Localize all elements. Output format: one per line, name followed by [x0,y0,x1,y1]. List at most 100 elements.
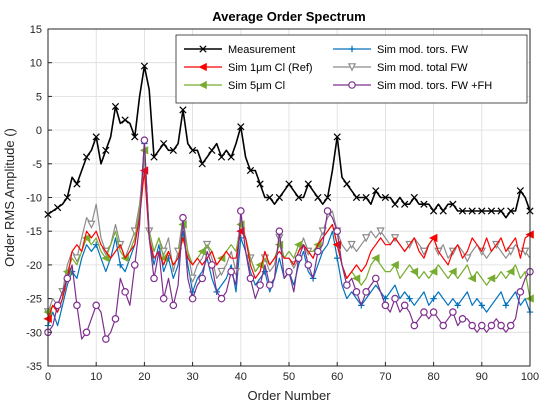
data-point [420,308,428,316]
data-point [198,160,206,168]
x-tick-label: 40 [235,371,247,383]
data-point [478,207,486,215]
data-point [197,247,207,256]
data-point [487,207,496,215]
data-point [72,254,82,263]
data-point [130,261,139,269]
x-tick-label: 60 [331,371,343,383]
data-point [92,133,100,141]
data-point [410,321,419,330]
data-point [169,146,177,154]
data-point [409,267,419,276]
data-point [111,315,120,323]
data-point [140,62,149,70]
data-point [73,180,81,188]
x-tick-label: 80 [427,371,439,383]
data-point [477,321,486,330]
data-point [516,187,524,195]
data-point [468,321,476,330]
data-point [150,274,158,283]
y-tick-label: 10 [30,58,42,70]
data-point [265,281,274,289]
axis-ticks: 0 10 20 30 40 50 60 70 80 90 100-35-30-25-20-15-10… [26,24,539,383]
chart-title: Average Order Spectrum [212,9,365,24]
data-point [208,261,216,269]
data-point [401,200,409,208]
legend-marker [198,62,207,72]
data-point [410,193,418,202]
data-point [454,302,461,309]
legend-label: Sim mod. tors. FW [377,44,469,56]
data-point [227,267,235,276]
data-point [449,200,457,208]
legend-marker [347,63,357,72]
y-tick-label: 15 [30,24,42,36]
data-point [362,193,370,202]
data-point [188,274,197,283]
data-point [351,274,361,283]
data-point [160,139,168,148]
series-0 [44,62,534,219]
legend-entry: Measurement [184,44,295,56]
x-tick-label: 70 [379,371,391,383]
data-point [73,301,81,310]
data-point [458,207,467,215]
data-point [131,133,139,141]
x-tick-label: 20 [138,371,150,383]
data-point [285,267,293,276]
data-point [323,207,332,215]
data-point [121,116,129,124]
data-point [381,193,390,202]
legend: Measurement Sim 1μm Cl (Ref) Sim 5μm Cl Sim… [175,34,528,104]
data-point [391,200,399,208]
data-point [92,301,101,310]
data-point [362,288,370,296]
data-point [448,267,457,276]
data-point [140,136,149,145]
data-point [53,301,62,310]
data-point [439,321,448,330]
legend-label: Sim mod. total FW [377,62,468,74]
legend-label: Sim mod. tors. FW +FH [377,80,492,92]
x-tick-label: 0 [45,371,51,383]
legend-entry: Sim 1μm Cl (Ref) [184,62,313,74]
data-point [179,213,187,222]
data-point [372,187,380,195]
data-point [487,321,496,330]
data-point [246,166,255,175]
data-point [159,294,168,303]
data-point [506,247,515,256]
data-point [121,288,129,296]
data-point [295,193,303,202]
data-point [429,267,438,276]
data-point [371,274,380,283]
data-point [333,133,341,141]
y-axis-label: Order RMS Amplitude () [2,128,17,267]
y-tick-label: -20 [26,260,42,272]
data-point [198,274,207,283]
legend-entry: Sim mod. tors. FW [333,44,469,56]
data-point [304,261,313,269]
data-point [467,274,476,283]
data-point [430,295,437,302]
data-point [188,146,197,154]
legend-marker [348,81,356,89]
data-point [237,207,245,215]
data-point [468,207,476,215]
data-point [516,288,525,296]
data-point [217,153,226,161]
data-point [237,123,245,131]
legend-marker [348,45,356,53]
data-point [458,315,467,323]
data-point [449,308,457,316]
data-point [429,308,438,316]
legend-marker [198,80,207,90]
data-point [256,281,264,289]
data-point [87,220,96,230]
x-tick-label: 90 [476,371,488,383]
data-point [275,227,284,236]
data-point [371,253,380,263]
y-tick-label: 0 [36,125,42,137]
x-tick-label: 100 [521,371,539,383]
data-point [285,180,293,188]
